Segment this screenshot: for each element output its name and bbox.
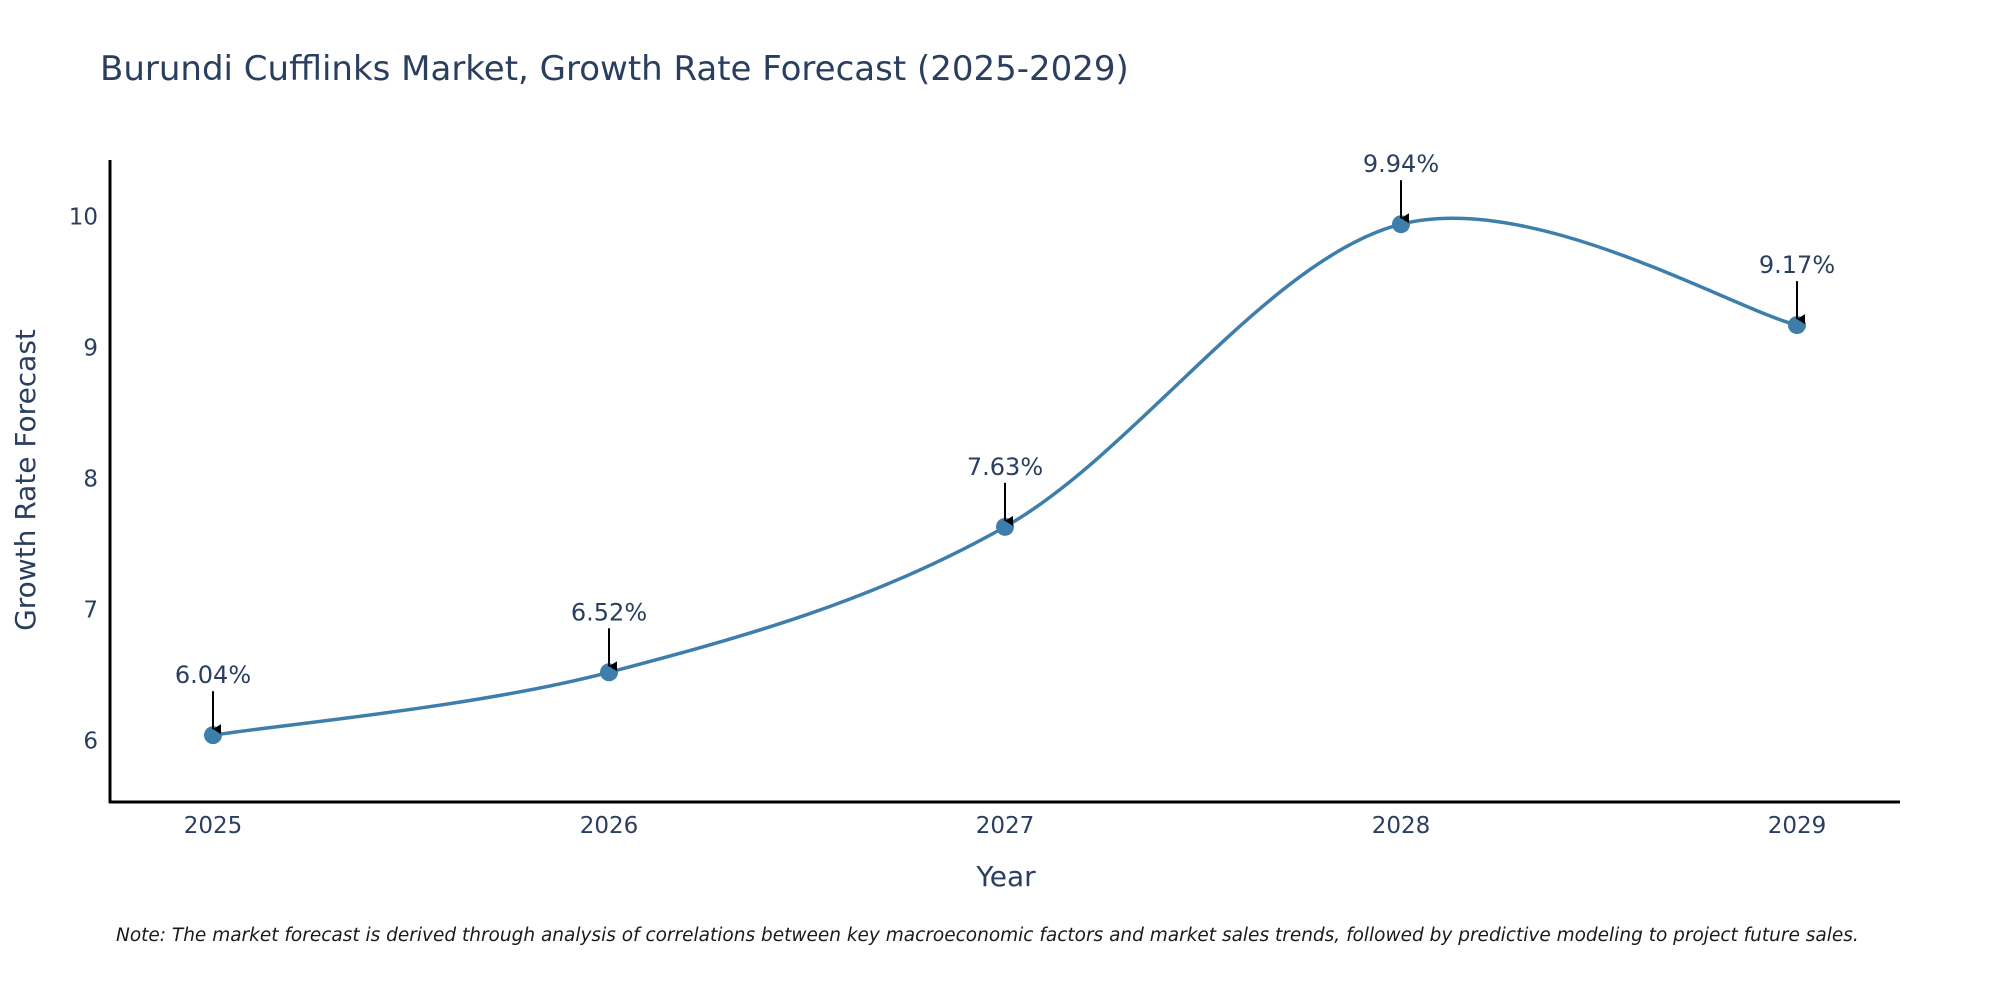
y-tick-label: 10: [69, 204, 98, 230]
data-label: 6.04%: [175, 661, 251, 689]
y-tick-label: 7: [83, 597, 98, 623]
y-tick-label: 9: [83, 335, 98, 361]
footnote: Note: The market forecast is derived thr…: [116, 925, 1859, 946]
x-tick-label: 2026: [580, 813, 639, 839]
y-axis-ticks: 6 7 8 9 10: [69, 204, 98, 754]
x-tick-label: 2028: [1372, 813, 1431, 839]
x-tick-label: 2027: [976, 813, 1035, 839]
data-label-annotations: 6.04% 6.52% 7.63% 9.94% 9.17%: [175, 150, 1835, 735]
data-label: 6.52%: [571, 598, 647, 626]
x-axis-title: Year: [975, 860, 1036, 893]
chart-title: Burundi Cufflinks Market, Growth Rate Fo…: [100, 49, 1129, 89]
y-tick-label: 6: [83, 728, 98, 754]
plot-area: 6 7 8 9 10 2025 2026 2027 2028 2029 6.04% 6.52% 7.…: [69, 150, 1900, 839]
data-label: 7.63%: [967, 453, 1043, 481]
y-axis-title: Growth Rate Forecast: [9, 329, 42, 631]
x-axis-ticks: 2025 2026 2027 2028 2029: [184, 813, 1827, 839]
y-tick-label: 8: [83, 466, 98, 492]
x-tick-label: 2029: [1768, 813, 1827, 839]
data-label: 9.94%: [1363, 150, 1439, 178]
x-tick-label: 2025: [184, 813, 243, 839]
data-label: 9.17%: [1759, 251, 1835, 279]
